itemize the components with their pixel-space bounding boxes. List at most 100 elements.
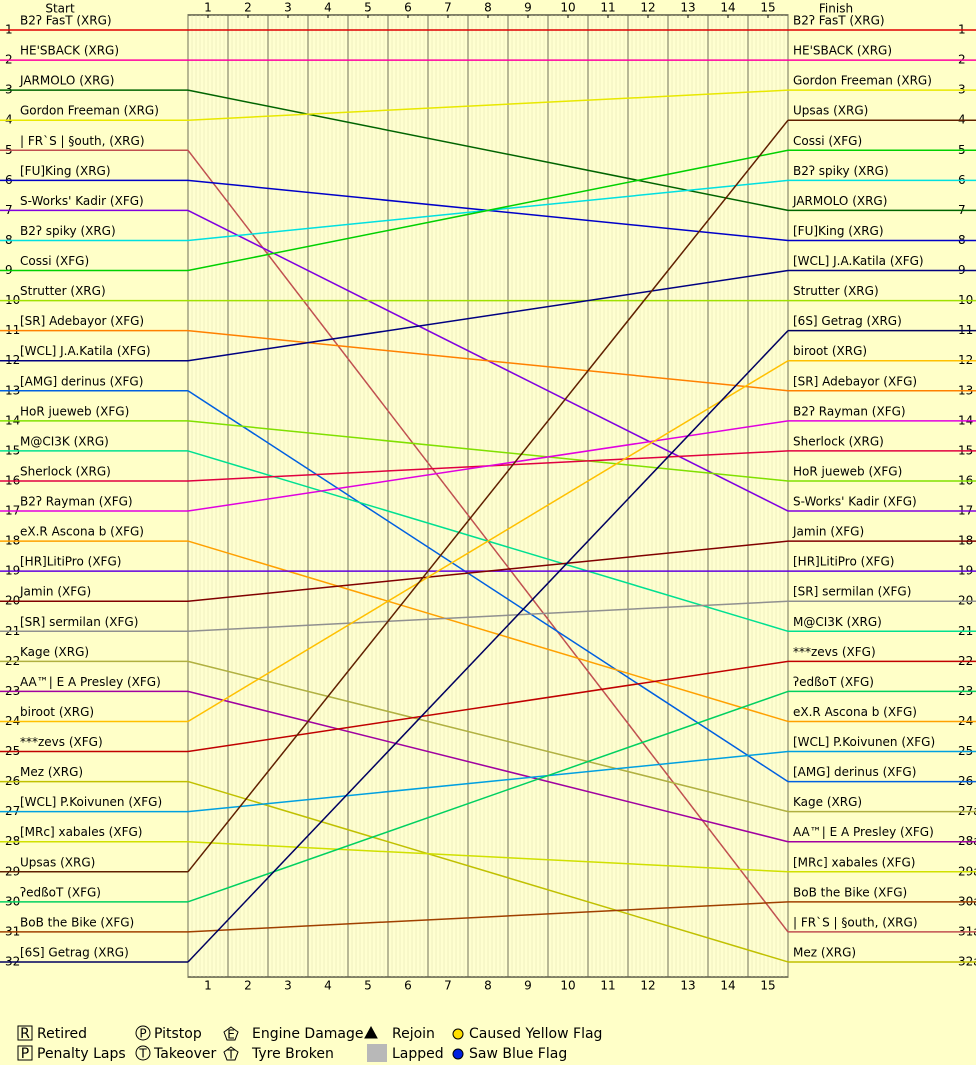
x-tick-label: 4 xyxy=(324,979,332,993)
legend-symbol: R xyxy=(20,1026,30,1042)
x-tick-label: 9 xyxy=(524,979,532,993)
finish-name: Kage (XRG) xyxy=(793,795,862,809)
driver-name: Upsas (XRG) xyxy=(20,855,95,869)
finish-name: | FR`S | §outh, (XRG) xyxy=(793,915,918,929)
x-tick-label: 13 xyxy=(680,1,695,15)
x-tick-label: 3 xyxy=(284,979,292,993)
x-tick-label: 1 xyxy=(204,1,212,15)
finish-name: [HR]LitiPro (XFG) xyxy=(793,555,894,569)
driver-line xyxy=(187,600,789,633)
driver-line xyxy=(187,660,789,813)
driver-name: [WCL] P.Koivunen (XFG) xyxy=(20,795,162,809)
x-tick-label: 5 xyxy=(364,979,372,993)
driver-line xyxy=(187,540,789,602)
finish-name: [SR] sermilan (XFG) xyxy=(793,585,911,599)
legend-symbol: T xyxy=(226,1048,235,1062)
finish-name: S-Works' Kadir (XFG) xyxy=(793,495,917,509)
driver-name: [SR] Adebayor (XFG) xyxy=(20,314,144,328)
finish-name: [6S] Getrag (XRG) xyxy=(793,314,902,328)
legend-label: Pitstop xyxy=(154,1026,202,1042)
finish-name: [WCL] J.A.Katila (XFG) xyxy=(793,254,924,268)
driver-name: ***zevs (XFG) xyxy=(20,735,103,749)
x-tick-label: 9 xyxy=(524,1,532,15)
legend-symbol: T xyxy=(138,1047,147,1061)
driver-line xyxy=(187,780,789,963)
finish-name: [FU]King (XRG) xyxy=(793,224,884,238)
driver-name: JARMOLO (XRG) xyxy=(19,74,114,88)
driver-name: [AMG] derinus (XFG) xyxy=(20,374,143,388)
finish-name: [AMG] derinus (XFG) xyxy=(793,765,916,779)
start-title: Start xyxy=(45,2,75,16)
x-tick-label: 7 xyxy=(444,979,452,993)
x-tick-label: 15 xyxy=(760,1,775,15)
finish-name: HE'SBACK (XRG) xyxy=(793,44,892,58)
x-tick-label: 8 xyxy=(484,1,492,15)
legend-label: Engine Damage xyxy=(252,1026,364,1042)
x-tick-label: 12 xyxy=(640,1,655,15)
legend-label: Penalty Laps xyxy=(37,1046,126,1062)
finish-name: JARMOLO (XRG) xyxy=(792,194,887,208)
driver-name: B2ʔ spiky (XRG) xyxy=(20,224,116,238)
legend-label: Rejoin xyxy=(392,1026,435,1042)
driver-name: | FR`S | §outh, (XRG) xyxy=(20,134,145,148)
driver-name: eX.R Ascona b (XFG) xyxy=(20,525,144,539)
finish-name: M@CI3K (XRG) xyxy=(793,615,882,629)
finish-name: AA™| E A Presley (XFG) xyxy=(793,825,934,839)
driver-name: HoR jueweb (XFG) xyxy=(20,404,129,418)
finish-name: B2ʔ Rayman (XFG) xyxy=(793,404,906,418)
finish-name: ***zevs (XFG) xyxy=(793,645,876,659)
driver-name: [WCL] J.A.Katila (XFG) xyxy=(20,344,151,358)
finish-name: Sherlock (XRG) xyxy=(793,434,884,448)
driver-line xyxy=(187,360,789,723)
driver-name: [HR]LitiPro (XFG) xyxy=(20,555,121,569)
legend-label: Retired xyxy=(37,1026,87,1042)
driver-name: AA™| E A Presley (XFG) xyxy=(20,675,161,689)
finish-name: [SR] Adebayor (XFG) xyxy=(793,374,917,388)
driver-name: ʔedßoT (XFG) xyxy=(20,885,101,899)
driver-line xyxy=(187,840,789,873)
finish-name: Jamin (XFG) xyxy=(792,525,864,539)
finish-name: BoB the Bike (XFG) xyxy=(793,885,907,899)
driver-name: Jamin (XFG) xyxy=(19,585,91,599)
finish-name: HoR jueweb (XFG) xyxy=(793,464,902,478)
driver-line xyxy=(187,690,789,843)
finish-name: eX.R Ascona b (XFG) xyxy=(793,705,917,719)
x-tick-label: 3 xyxy=(284,1,292,15)
legend-label: Caused Yellow Flag xyxy=(469,1026,602,1042)
driver-name: B2ʔ FasT (XRG) xyxy=(20,14,112,28)
x-tick-label: 14 xyxy=(720,979,735,993)
driver-name: [FU]King (XRG) xyxy=(20,164,111,178)
finish-name: [MRc] xabales (XFG) xyxy=(793,855,915,869)
x-tick-label: 5 xyxy=(364,1,372,15)
driver-name: Sherlock (XRG) xyxy=(20,464,111,478)
x-tick-label: 11 xyxy=(600,979,615,993)
driver-line xyxy=(187,119,789,873)
driver-name: M@CI3K (XRG) xyxy=(20,434,109,448)
x-tick-label: 15 xyxy=(760,979,775,993)
legend-label: Saw Blue Flag xyxy=(469,1046,567,1062)
legend-label: Tyre Broken xyxy=(251,1046,334,1062)
driver-name: BoB the Bike (XFG) xyxy=(20,915,134,929)
driver-name: Kage (XRG) xyxy=(20,645,89,659)
driver-name: Mez (XRG) xyxy=(20,765,83,779)
legend-label: Takeover xyxy=(153,1046,216,1062)
x-tick-label: 7 xyxy=(444,1,452,15)
finish-name: B2ʔ spiky (XRG) xyxy=(793,164,889,178)
driver-name: biroot (XRG) xyxy=(20,705,94,719)
finish-name: ʔedßoT (XFG) xyxy=(793,675,874,689)
finish-name: Gordon Freeman (XRG) xyxy=(793,74,932,88)
driver-name: [SR] sermilan (XFG) xyxy=(20,615,138,629)
finish-name: Strutter (XRG) xyxy=(793,284,879,298)
legend-icons xyxy=(17,1025,464,1062)
finish-name: Upsas (XRG) xyxy=(793,104,868,118)
driver-line xyxy=(187,149,789,272)
legend-symbol: E xyxy=(227,1028,235,1042)
x-tick-label: 2 xyxy=(244,979,252,993)
x-tick-label: 2 xyxy=(244,1,252,15)
x-tick-label: 10 xyxy=(560,979,575,993)
driver-name: [MRc] xabales (XFG) xyxy=(20,825,142,839)
driver-line xyxy=(187,329,789,392)
finish-name: Mez (XRG) xyxy=(793,945,856,959)
driver-name: B2ʔ Rayman (XFG) xyxy=(20,495,133,509)
